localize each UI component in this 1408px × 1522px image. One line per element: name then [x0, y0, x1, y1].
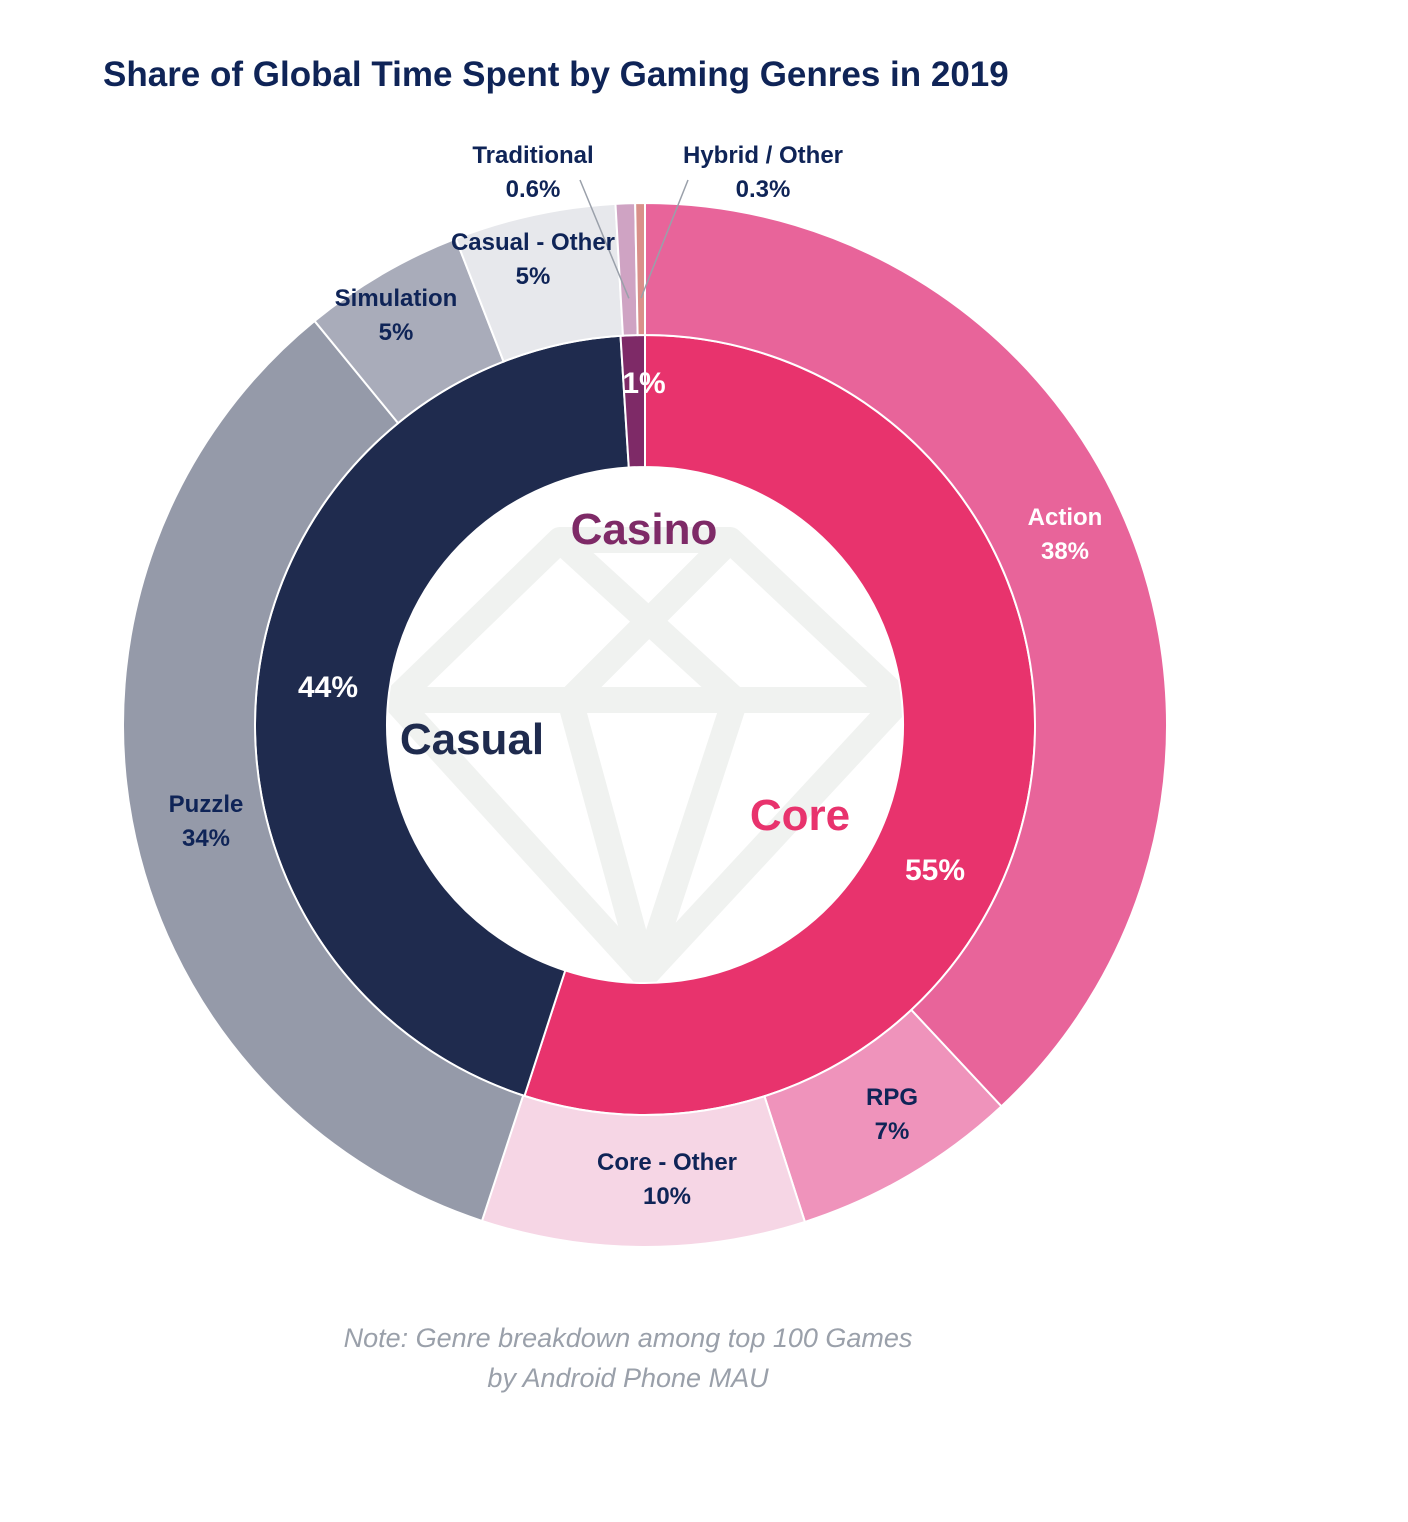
diamond-watermark-icon [382, 527, 913, 988]
inner-label-casual: Casual [400, 715, 544, 764]
inner-value-core: 55% [905, 854, 965, 887]
chart-note: Note: Genre breakdown among top 100 Game… [0, 1318, 1256, 1398]
outer-value-puzzle: 34% [182, 825, 230, 852]
leader-line-hybrid-other [640, 179, 689, 299]
outer-label-hybrid-other: Hybrid / Other [683, 142, 843, 169]
outer-label-rpg: RPG [866, 1084, 918, 1111]
outer-value-rpg: 7% [875, 1118, 910, 1145]
chart-title: Share of Global Time Spent by Gaming Gen… [103, 55, 1009, 94]
outer-slice-hybrid-other [634, 201, 646, 337]
note-line-1: Note: Genre breakdown among top 100 Game… [343, 1323, 913, 1353]
outer-value-traditional: 0.6% [506, 176, 561, 203]
outer-label-core-other: Core - Other [597, 1149, 737, 1176]
note-line-2: by Android Phone MAU [487, 1363, 769, 1393]
outer-value-core-other: 10% [643, 1183, 691, 1210]
outer-label-casual-other: Casual - Other [451, 229, 615, 256]
inner-label-core: Core [750, 791, 850, 840]
outer-label-simulation: Simulation [335, 285, 458, 312]
leader-line-traditional [579, 179, 630, 299]
inner-value-casino: 1% [622, 367, 665, 400]
inner-value-casual: 44% [298, 671, 358, 704]
outer-value-action: 38% [1041, 538, 1089, 565]
outer-label-puzzle: Puzzle [169, 791, 244, 818]
outer-value-simulation: 5% [379, 319, 414, 346]
outer-label-action: Action [1028, 504, 1103, 531]
outer-slice-puzzle [122, 319, 525, 1223]
outer-label-traditional: Traditional [472, 142, 593, 169]
outer-slice-action [644, 201, 1168, 1108]
outer-value-casual-other: 5% [516, 263, 551, 290]
inner-label-casino: Casino [571, 505, 718, 554]
outer-value-hybrid-other: 0.3% [736, 176, 791, 203]
